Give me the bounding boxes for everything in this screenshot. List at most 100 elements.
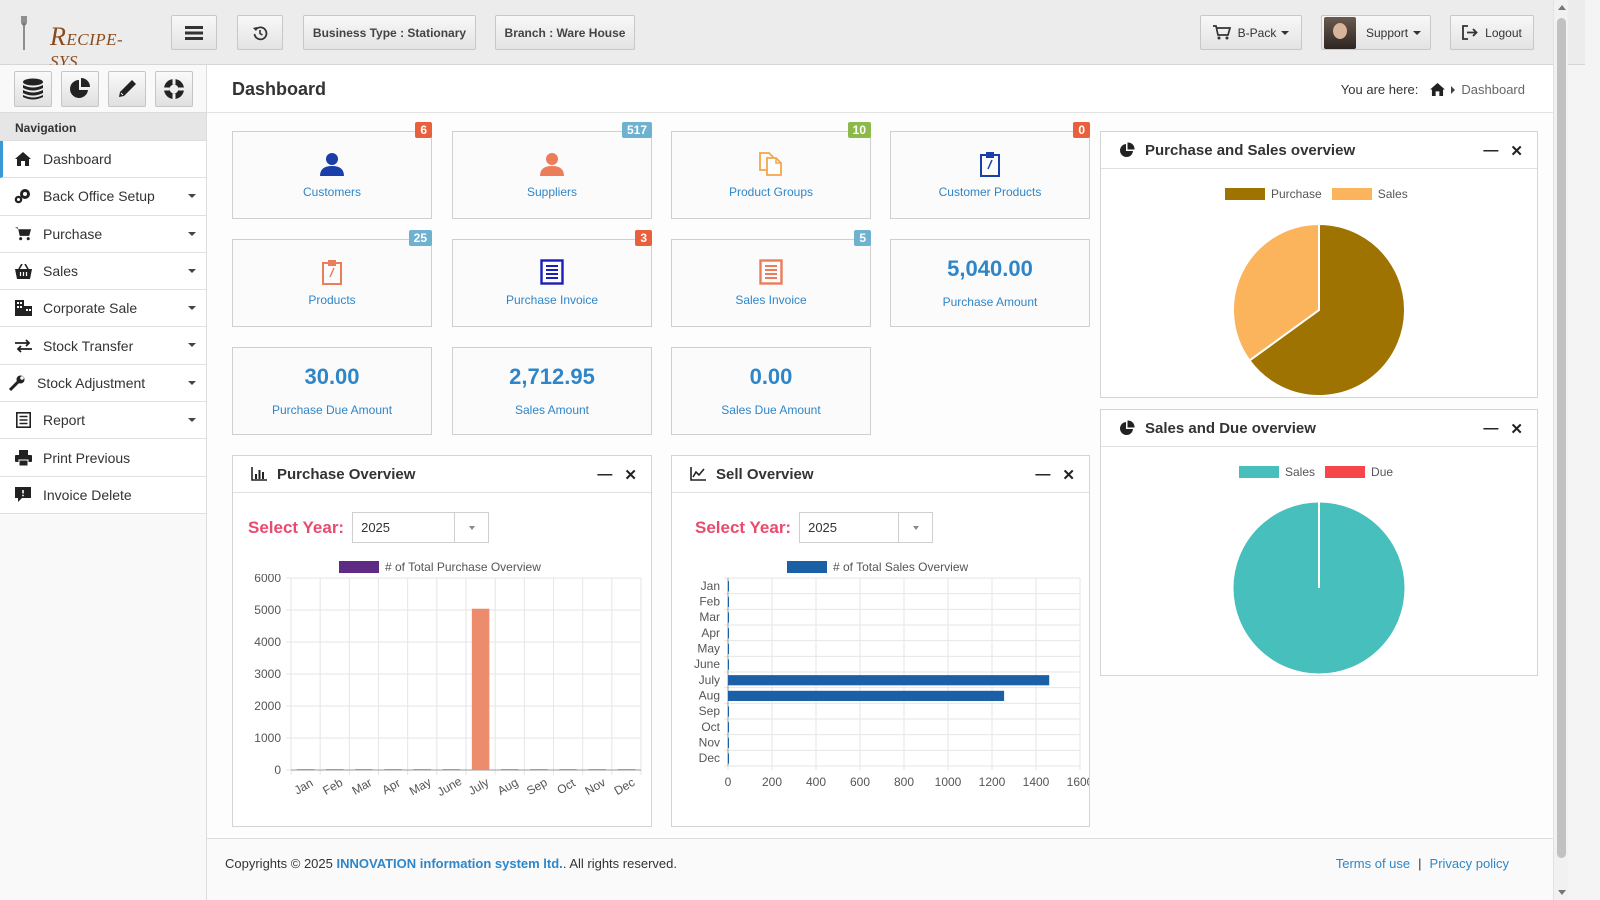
x-tick-label: May — [407, 775, 434, 798]
sidebar-item-print-previous[interactable]: Print Previous — [0, 439, 206, 477]
sidebar-item-back-office-setup[interactable]: Back Office Setup — [0, 178, 206, 216]
chevron-down-icon — [188, 306, 196, 311]
scroll-down-icon[interactable] — [1558, 890, 1566, 895]
chevron-down-icon — [188, 194, 196, 199]
close-icon[interactable]: ✕ — [1510, 143, 1523, 160]
business-type-button[interactable]: Business Type : Stationary — [303, 15, 476, 50]
sales-invoice-card[interactable]: 5 Sales Invoice — [671, 230, 871, 327]
products-card[interactable]: 25 Products — [232, 230, 432, 327]
home-icon[interactable] — [1430, 83, 1446, 96]
sidebar-item-report[interactable]: Report — [0, 402, 206, 440]
legend-label: # of Total Purchase Overview — [385, 560, 541, 574]
database-button[interactable] — [14, 71, 52, 107]
x-tick-label: 1000 — [935, 775, 962, 789]
pie-chart-icon — [1119, 141, 1137, 159]
purchase-sales-pie-chart — [1232, 222, 1406, 397]
basket-icon — [14, 262, 32, 280]
close-icon[interactable]: ✕ — [1062, 467, 1075, 484]
customers-badge: 6 — [415, 122, 432, 138]
cart-dropdown[interactable]: B-Pack — [1200, 15, 1302, 50]
branch-button[interactable]: Branch : Ware House — [495, 15, 635, 50]
menu-toggle-button[interactable] — [171, 15, 217, 50]
close-icon[interactable]: ✕ — [624, 467, 637, 484]
suppliers-label: Suppliers — [526, 185, 578, 199]
pencil-icon — [119, 80, 136, 97]
sales-due-card[interactable]: 0.00 Sales Due Amount — [671, 347, 871, 435]
app-logo[interactable]: RECIPE-SYS — [20, 14, 150, 71]
support-button[interactable] — [155, 71, 193, 107]
purchase-invoice-badge: 3 — [635, 230, 652, 246]
y-tick-label: Oct — [701, 720, 720, 734]
minimize-icon[interactable]: — — [1483, 142, 1499, 159]
customers-label: Customers — [302, 185, 361, 199]
scrollbar-thumb[interactable] — [1557, 18, 1566, 858]
sales-due-pie-chart — [1232, 501, 1406, 675]
purchase-amount-value: 5,040.00 — [947, 256, 1033, 281]
logout-button[interactable]: Logout — [1450, 15, 1534, 50]
y-tick-label: 4000 — [254, 635, 281, 649]
wrench-icon — [8, 374, 26, 392]
database-icon — [23, 78, 43, 100]
sales-amount-card[interactable]: 2,712.95 Sales Amount — [452, 347, 652, 435]
sales-due-value: 0.00 — [749, 364, 793, 389]
purchase-amount-card[interactable]: 5,040.00 Purchase Amount — [890, 239, 1090, 327]
sales-due-label: Sales Due Amount — [721, 403, 821, 417]
edit-button[interactable] — [108, 71, 146, 107]
sales-year-select[interactable]: 2025 — [799, 512, 934, 543]
legend-label: Due — [1371, 465, 1394, 479]
sidebar-item-sales[interactable]: Sales — [0, 252, 206, 291]
chevron-down-icon — [188, 268, 196, 273]
product-groups-card[interactable]: 10 Product Groups — [671, 122, 871, 219]
sidebar-item-label: Purchase — [43, 225, 103, 242]
breadcrumb: You are here: Dashboard — [1341, 82, 1525, 97]
company-link[interactable]: INNOVATION information system ltd. — [336, 856, 563, 871]
sales-chart-legend: # of Total Sales Overview — [787, 560, 968, 574]
page-scrollbar[interactable] — [1553, 0, 1568, 900]
sales-invoice-badge: 5 — [854, 230, 871, 246]
legend-swatch — [1225, 188, 1265, 200]
customers-card[interactable]: 6 Customers — [232, 122, 432, 219]
close-icon[interactable]: ✕ — [1510, 421, 1523, 438]
dashboard-content: 6 Customers 517 Suppliers 10 Product Gro… — [207, 113, 1553, 838]
navigation-heading: Navigation — [0, 113, 206, 141]
sidebar-item-invoice-delete[interactable]: Invoice Delete — [0, 476, 206, 514]
x-tick-label: Dec — [612, 775, 637, 798]
purchase-overview-title: Purchase Overview — [277, 465, 416, 483]
x-tick-label: 1200 — [979, 775, 1006, 789]
purchase-overview-panel: Purchase Overview — ✕ Select Year: 2025 #… — [232, 455, 652, 827]
report-icon — [14, 411, 32, 429]
sidebar-item-dashboard[interactable]: Dashboard — [0, 141, 206, 179]
legend-swatch — [787, 561, 827, 573]
cart-icon — [14, 225, 32, 243]
purchase-year-select[interactable]: 2025 — [352, 512, 490, 543]
suppliers-card[interactable]: 517 Suppliers — [452, 122, 652, 219]
purchase-invoice-card[interactable]: 3 Purchase Invoice — [452, 230, 652, 327]
purchase-due-card[interactable]: 30.00 Purchase Due Amount — [232, 347, 432, 435]
page-title: Dashboard — [232, 79, 327, 99]
sidebar-item-stock-adjustment[interactable]: Stock Adjustment — [0, 364, 206, 403]
history-button[interactable] — [237, 15, 283, 50]
x-tick-label: Oct — [554, 775, 578, 797]
chevron-down-icon — [188, 231, 196, 236]
privacy-link[interactable]: Privacy policy — [1429, 856, 1509, 871]
suppliers-badge: 517 — [621, 122, 652, 138]
files-icon — [758, 150, 784, 178]
terms-link[interactable]: Terms of use — [1335, 856, 1411, 871]
sell-overview-title: Sell Overview — [716, 465, 814, 483]
minimize-icon[interactable]: — — [597, 466, 613, 483]
bar — [355, 769, 373, 770]
sidebar-item-corporate-sale[interactable]: Corporate Sale — [0, 290, 206, 328]
stats-button[interactable] — [61, 71, 99, 107]
chevron-down-icon — [188, 418, 196, 423]
logout-label: Logout — [1485, 25, 1522, 40]
scroll-up-icon[interactable] — [1558, 5, 1566, 10]
minimize-icon[interactable]: — — [1035, 466, 1051, 483]
sidebar-item-purchase[interactable]: Purchase — [0, 215, 206, 253]
user-dropdown[interactable]: Support — [1321, 15, 1431, 50]
customer-products-card[interactable]: 0 Customer Products — [890, 122, 1090, 219]
printer-icon — [14, 449, 32, 467]
cart-icon — [1212, 25, 1231, 40]
sidebar-item-stock-transfer[interactable]: Stock Transfer — [0, 327, 206, 365]
minimize-icon[interactable]: — — [1483, 420, 1499, 437]
purchase-sales-overview-header: Purchase and Sales overview — ✕ — [1101, 132, 1537, 169]
